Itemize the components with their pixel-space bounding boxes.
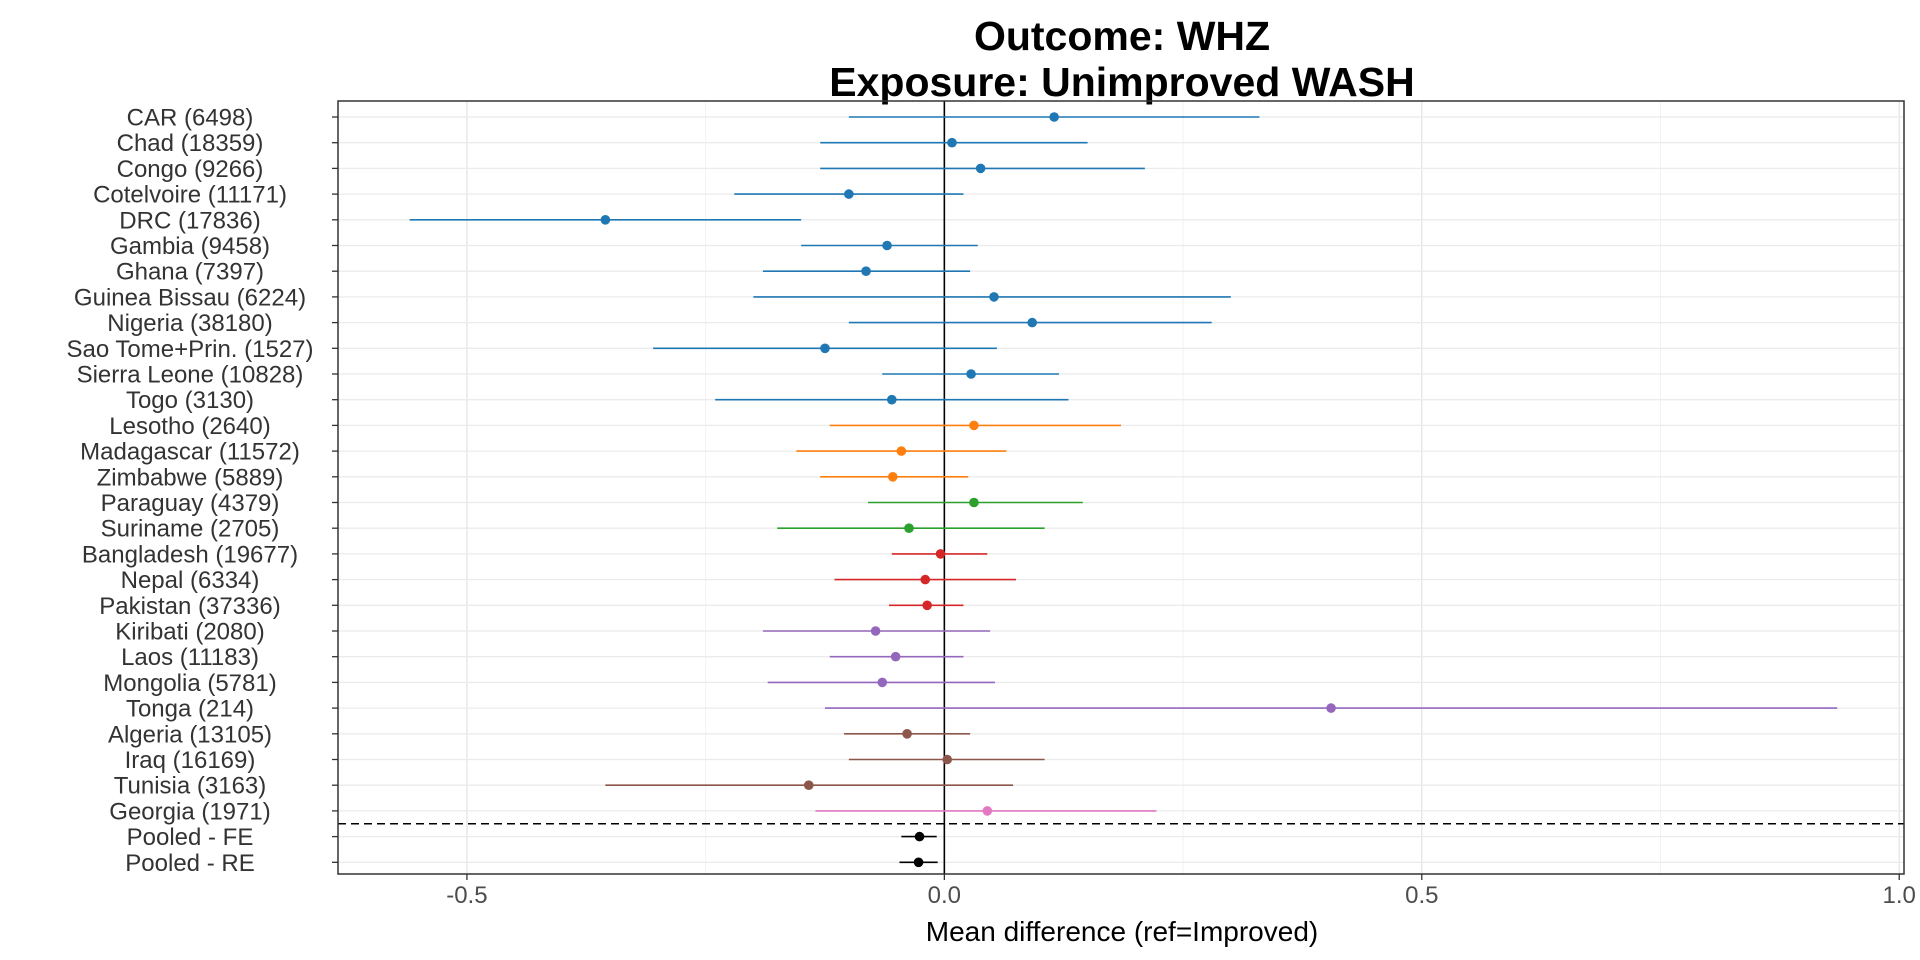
point-estimate xyxy=(920,574,931,585)
plot-marks xyxy=(338,101,1904,874)
point-estimate xyxy=(914,831,925,842)
point-estimate xyxy=(887,394,897,405)
point-estimate xyxy=(913,857,924,868)
x-tick-label: -0.5 xyxy=(446,882,487,909)
row-label: Gambia (9458) xyxy=(110,233,270,260)
point-estimate xyxy=(882,240,892,251)
point-estimate xyxy=(947,137,957,148)
grid-lines xyxy=(338,101,1904,874)
point-estimate xyxy=(969,497,979,508)
point-estimate xyxy=(803,780,814,790)
row-label: DRC (17836) xyxy=(119,207,260,234)
row-label: Iraq (16169) xyxy=(125,747,256,774)
point-estimate xyxy=(935,549,946,559)
row-label: Nepal (6334) xyxy=(121,567,260,594)
point-estimate xyxy=(904,523,914,533)
point-estimate xyxy=(1326,703,1336,713)
row-label: Mongolia (5781) xyxy=(103,670,276,697)
plot-panel-border xyxy=(337,100,1905,875)
row-label: Tunisia (3163) xyxy=(114,773,267,800)
row-label: Chad (18359) xyxy=(117,130,264,157)
row-label: Suriname (2705) xyxy=(101,516,280,543)
point-estimate xyxy=(975,163,986,174)
row-label: Algeria (13105) xyxy=(108,721,272,748)
x-tick-label: 0.0 xyxy=(928,882,961,909)
point-estimate xyxy=(969,420,979,431)
row-label: CAR (6498) xyxy=(127,105,254,132)
point-estimate xyxy=(861,266,871,277)
row-label: Lesotho (2640) xyxy=(109,413,270,440)
row-label: Pooled - RE xyxy=(125,850,254,877)
point-estimate xyxy=(870,626,881,636)
point-estimate xyxy=(1049,112,1059,122)
row-labels: CAR (6498)Chad (18359)Congo (9266)Cotelv… xyxy=(66,105,338,877)
row-label: Laos (11183) xyxy=(121,644,259,671)
row-label: Togo (3130) xyxy=(126,387,254,414)
point-estimate xyxy=(887,472,898,482)
row-label: Zimbabwe (5889) xyxy=(97,464,284,491)
row-label: Sierra Leone (10828) xyxy=(77,362,304,389)
row-label: Congo (9266) xyxy=(117,156,264,183)
point-estimate xyxy=(1027,317,1037,328)
chart-title-line-2: Exposure: Unimproved WASH xyxy=(829,59,1414,105)
row-label: Paraguay (4379) xyxy=(101,490,280,517)
row-label: Pakistan (37336) xyxy=(99,593,280,620)
point-estimate xyxy=(989,292,999,302)
x-tick-label: 0.5 xyxy=(1405,882,1438,909)
row-label: Pooled - FE xyxy=(127,824,254,851)
x-tick-label: 1.0 xyxy=(1883,882,1916,909)
chart-title-line-1: Outcome: WHZ xyxy=(974,13,1270,59)
point-estimate xyxy=(902,729,912,739)
row-label: Cotelvoire (11171) xyxy=(93,182,287,209)
row-label: Sao Tome+Prin. (1527) xyxy=(66,336,313,363)
row-label: Bangladesh (19677) xyxy=(82,541,298,568)
point-estimate xyxy=(844,189,854,199)
point-estimate xyxy=(982,806,993,816)
row-label: Tonga (214) xyxy=(126,696,254,723)
row-label: Madagascar (11572) xyxy=(80,439,300,466)
point-estimate xyxy=(877,677,888,688)
row-label: Guinea Bissau (6224) xyxy=(74,284,306,311)
point-estimate xyxy=(600,215,611,225)
row-label: Ghana (7397) xyxy=(116,259,264,286)
x-axis-title: Mean difference (ref=Improved) xyxy=(926,916,1318,947)
row-label: Georgia (1971) xyxy=(109,798,270,825)
point-estimate xyxy=(942,754,953,765)
point-estimate xyxy=(922,600,932,611)
point-estimate xyxy=(896,446,907,456)
point-estimate xyxy=(820,343,830,354)
point-estimate xyxy=(890,651,901,662)
x-axis: -0.5 0.0 0.5 1.0 xyxy=(446,874,1916,909)
row-label: Kiribati (2080) xyxy=(115,619,264,646)
point-estimate xyxy=(966,369,976,379)
row-label: Nigeria (38180) xyxy=(107,310,272,337)
